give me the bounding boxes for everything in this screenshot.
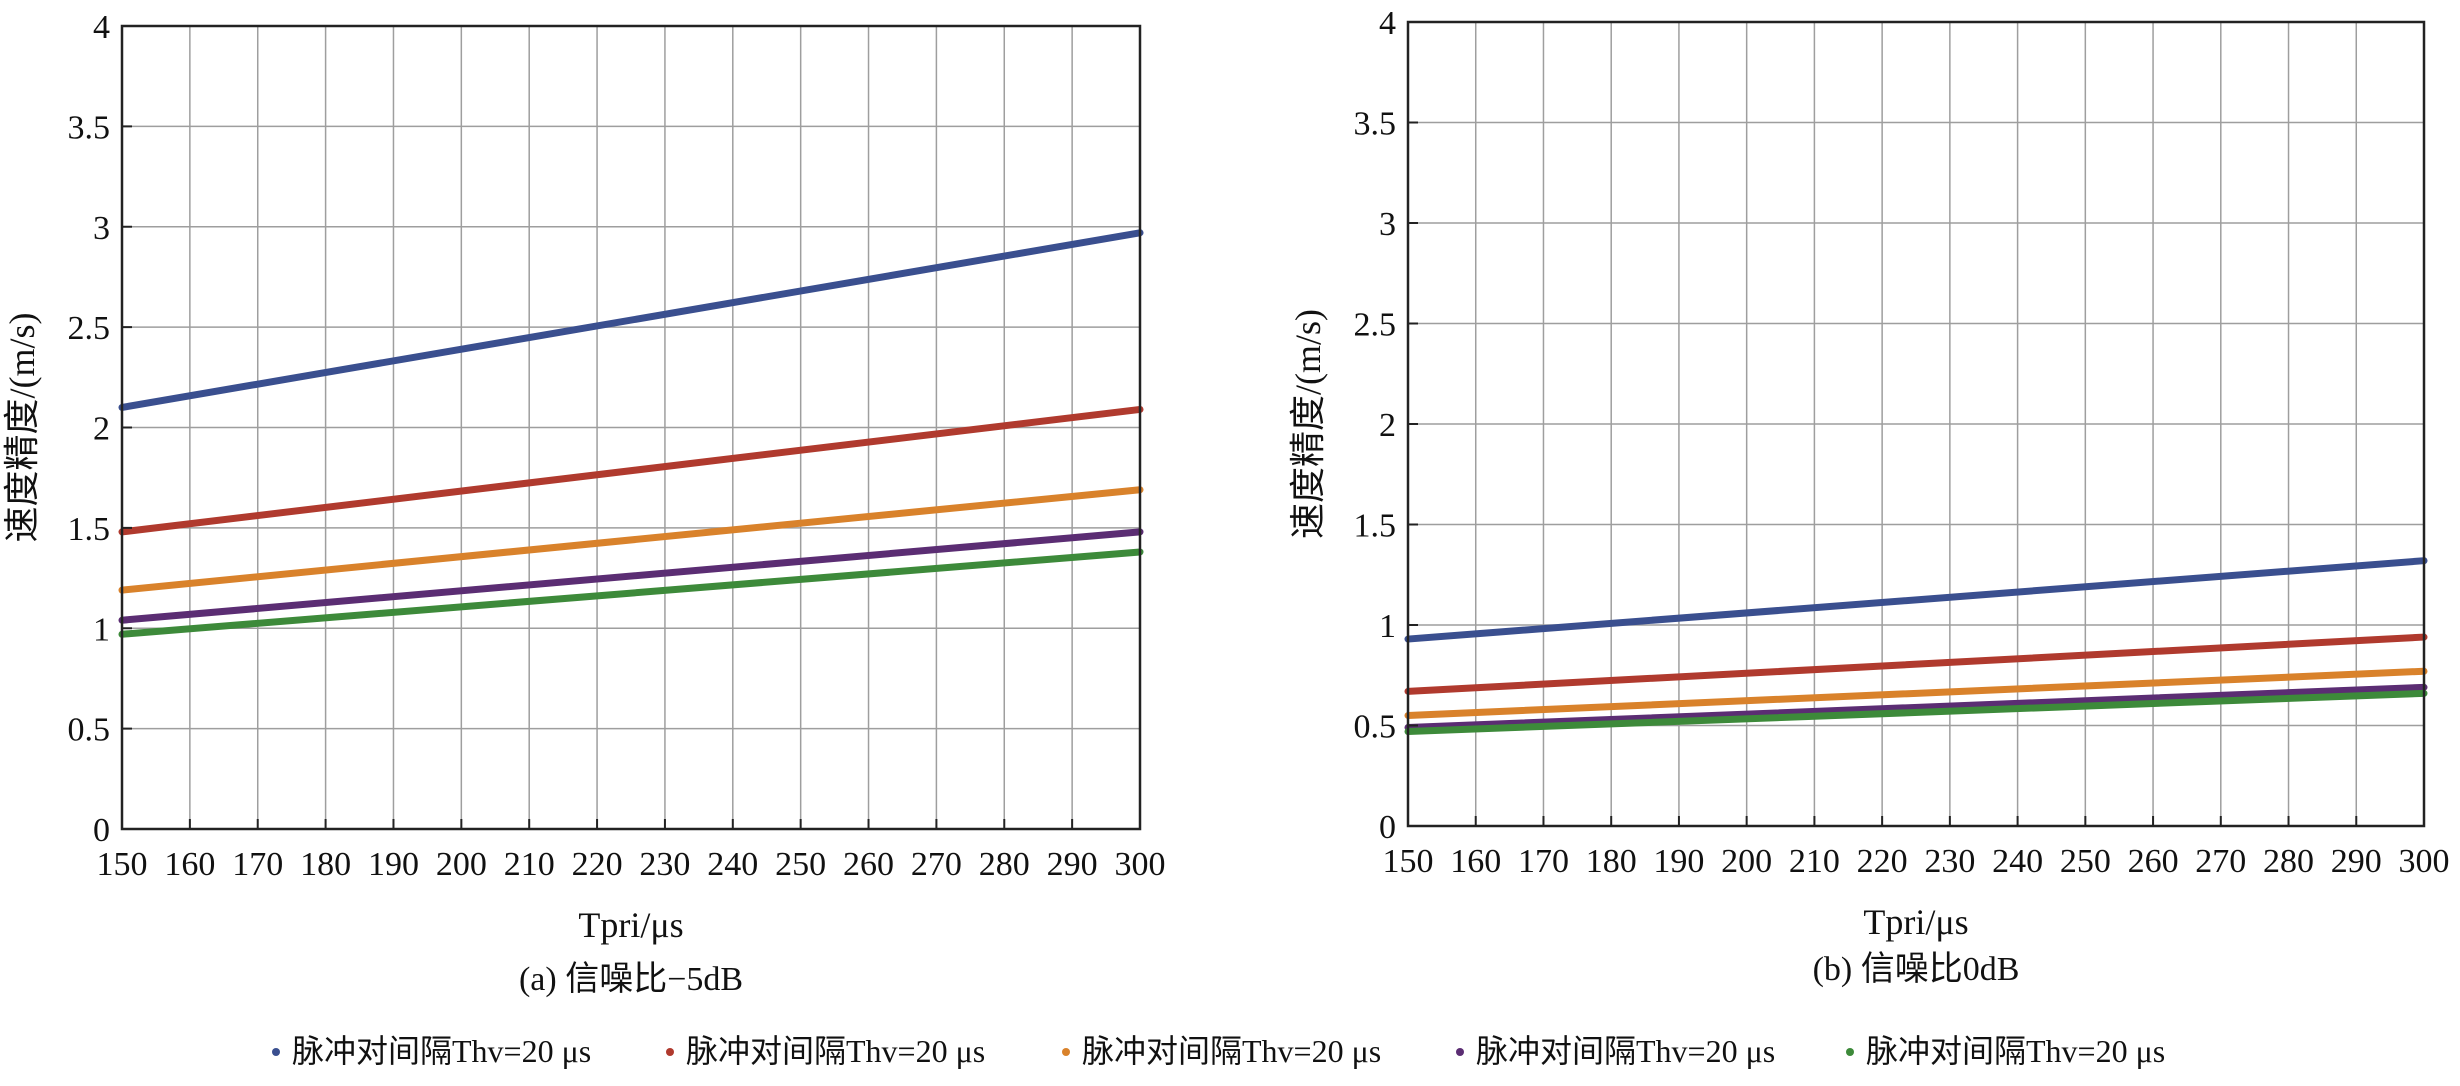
legend-entry-2: 脉冲对间隔Thv=20 μs <box>686 1033 985 1069</box>
x-tick-label: 220 <box>572 846 623 883</box>
x-axis-label: Tpri/μs <box>578 905 683 945</box>
series-line-1 <box>1404 557 2428 643</box>
legend-entry-1: 脉冲对间隔Thv=20 μs <box>292 1033 591 1069</box>
y-tick-label: 3.5 <box>1354 106 1397 143</box>
x-tick-label: 160 <box>1450 843 1501 880</box>
x-tick-label: 190 <box>1653 843 1704 880</box>
y-tick-label: 2.5 <box>1354 307 1397 344</box>
x-tick-label: 230 <box>1924 843 1975 880</box>
legend-entry-5: 脉冲对间隔Thv=20 μs <box>1866 1033 2165 1069</box>
x-tick-label: 270 <box>911 846 962 883</box>
x-tick-label: 200 <box>436 846 487 883</box>
y-tick-label: 3 <box>1379 206 1396 243</box>
x-tick-label: 240 <box>1992 843 2043 880</box>
x-tick-label: 300 <box>2399 843 2450 880</box>
chart-panel-b: 150 160 170 180 190 200 210 220 230 240 250 260 270 2… <box>1288 5 2450 988</box>
x-tick-label: 210 <box>504 846 555 883</box>
legend-marker-5 <box>1846 1048 1854 1056</box>
y-tick-label: 1 <box>1379 608 1396 645</box>
legend-marker-4 <box>1456 1048 1464 1056</box>
x-tick-label: 260 <box>843 846 894 883</box>
legend-marker-3 <box>1062 1048 1070 1056</box>
y-tick-label: 1.5 <box>1354 508 1397 545</box>
legend-entry-4: 脉冲对间隔Thv=20 μs <box>1476 1033 1775 1069</box>
x-tick-label: 290 <box>1047 846 1098 883</box>
x-tick-label: 220 <box>1857 843 1908 880</box>
x-tick-label: 230 <box>639 846 690 883</box>
legend-marker-1 <box>272 1048 280 1056</box>
x-tick-label: 150 <box>1383 843 1434 880</box>
x-tick-label: 200 <box>1721 843 1772 880</box>
x-tick-label: 150 <box>97 846 148 883</box>
series-line-3 <box>118 486 1144 594</box>
x-tick-label: 250 <box>775 846 826 883</box>
y-tick-label: 2.5 <box>68 310 111 347</box>
y-tick-label: 4 <box>1379 5 1396 42</box>
series-line-5 <box>1404 689 2428 736</box>
chart-caption: (b) 信噪比0dB <box>1813 950 2020 988</box>
y-tick-label: 3.5 <box>68 109 111 146</box>
y-tick-label: 0.5 <box>68 712 111 749</box>
x-tick-label: 270 <box>2195 843 2246 880</box>
x-tick-label: 240 <box>707 846 758 883</box>
x-tick-label: 280 <box>979 846 1030 883</box>
y-tick-label: 1 <box>93 611 110 648</box>
x-tick-label: 180 <box>300 846 351 883</box>
chart-caption: (a) 信噪比−5dB <box>519 960 743 998</box>
series-line-1 <box>118 229 1144 411</box>
y-axis-label: 速度精度/(m/s) <box>1288 309 1328 539</box>
x-tick-label: 210 <box>1789 843 1840 880</box>
x-tick-label: 190 <box>368 846 419 883</box>
x-tick-label: 290 <box>2331 843 2382 880</box>
y-axis-label: 速度精度/(m/s) <box>2 313 42 543</box>
x-tick-label: 300 <box>1115 846 1166 883</box>
y-tick-label: 0 <box>1379 809 1396 846</box>
y-tick-label: 3 <box>93 210 110 247</box>
x-tick-label: 180 <box>1586 843 1637 880</box>
x-tick-label: 260 <box>2128 843 2179 880</box>
series-line-2 <box>1404 633 2428 695</box>
x-tick-label: 280 <box>2263 843 2314 880</box>
legend-marker-2 <box>666 1048 674 1056</box>
series-line-4 <box>1404 683 2428 732</box>
x-tick-label: 250 <box>2060 843 2111 880</box>
chart-panel-a: 150 160 170 180 190 200 210 220 230 240 250 260 270 2… <box>2 9 1166 998</box>
x-axis-label: Tpri/μs <box>1863 902 1968 942</box>
series-line-2 <box>118 405 1144 536</box>
x-tick-label: 170 <box>1518 843 1569 880</box>
y-tick-label: 0.5 <box>1354 709 1397 746</box>
y-tick-label: 2 <box>93 411 110 448</box>
series-line-4 <box>118 528 1144 624</box>
legend-entry-3: 脉冲对间隔Thv=20 μs <box>1082 1033 1381 1069</box>
legend: 脉冲对间隔Thv=20 μs 脉冲对间隔Thv=20 μs 脉冲对间隔Thv=20 … <box>272 1033 2165 1069</box>
y-tick-label: 2 <box>1379 407 1396 444</box>
x-tick-label: 160 <box>164 846 215 883</box>
y-tick-label: 4 <box>93 9 110 46</box>
series-line-5 <box>118 548 1144 638</box>
x-tick-label: 170 <box>232 846 283 883</box>
y-tick-label: 1.5 <box>68 511 111 548</box>
series-line-3 <box>1404 667 2428 719</box>
y-tick-label: 0 <box>93 812 110 849</box>
